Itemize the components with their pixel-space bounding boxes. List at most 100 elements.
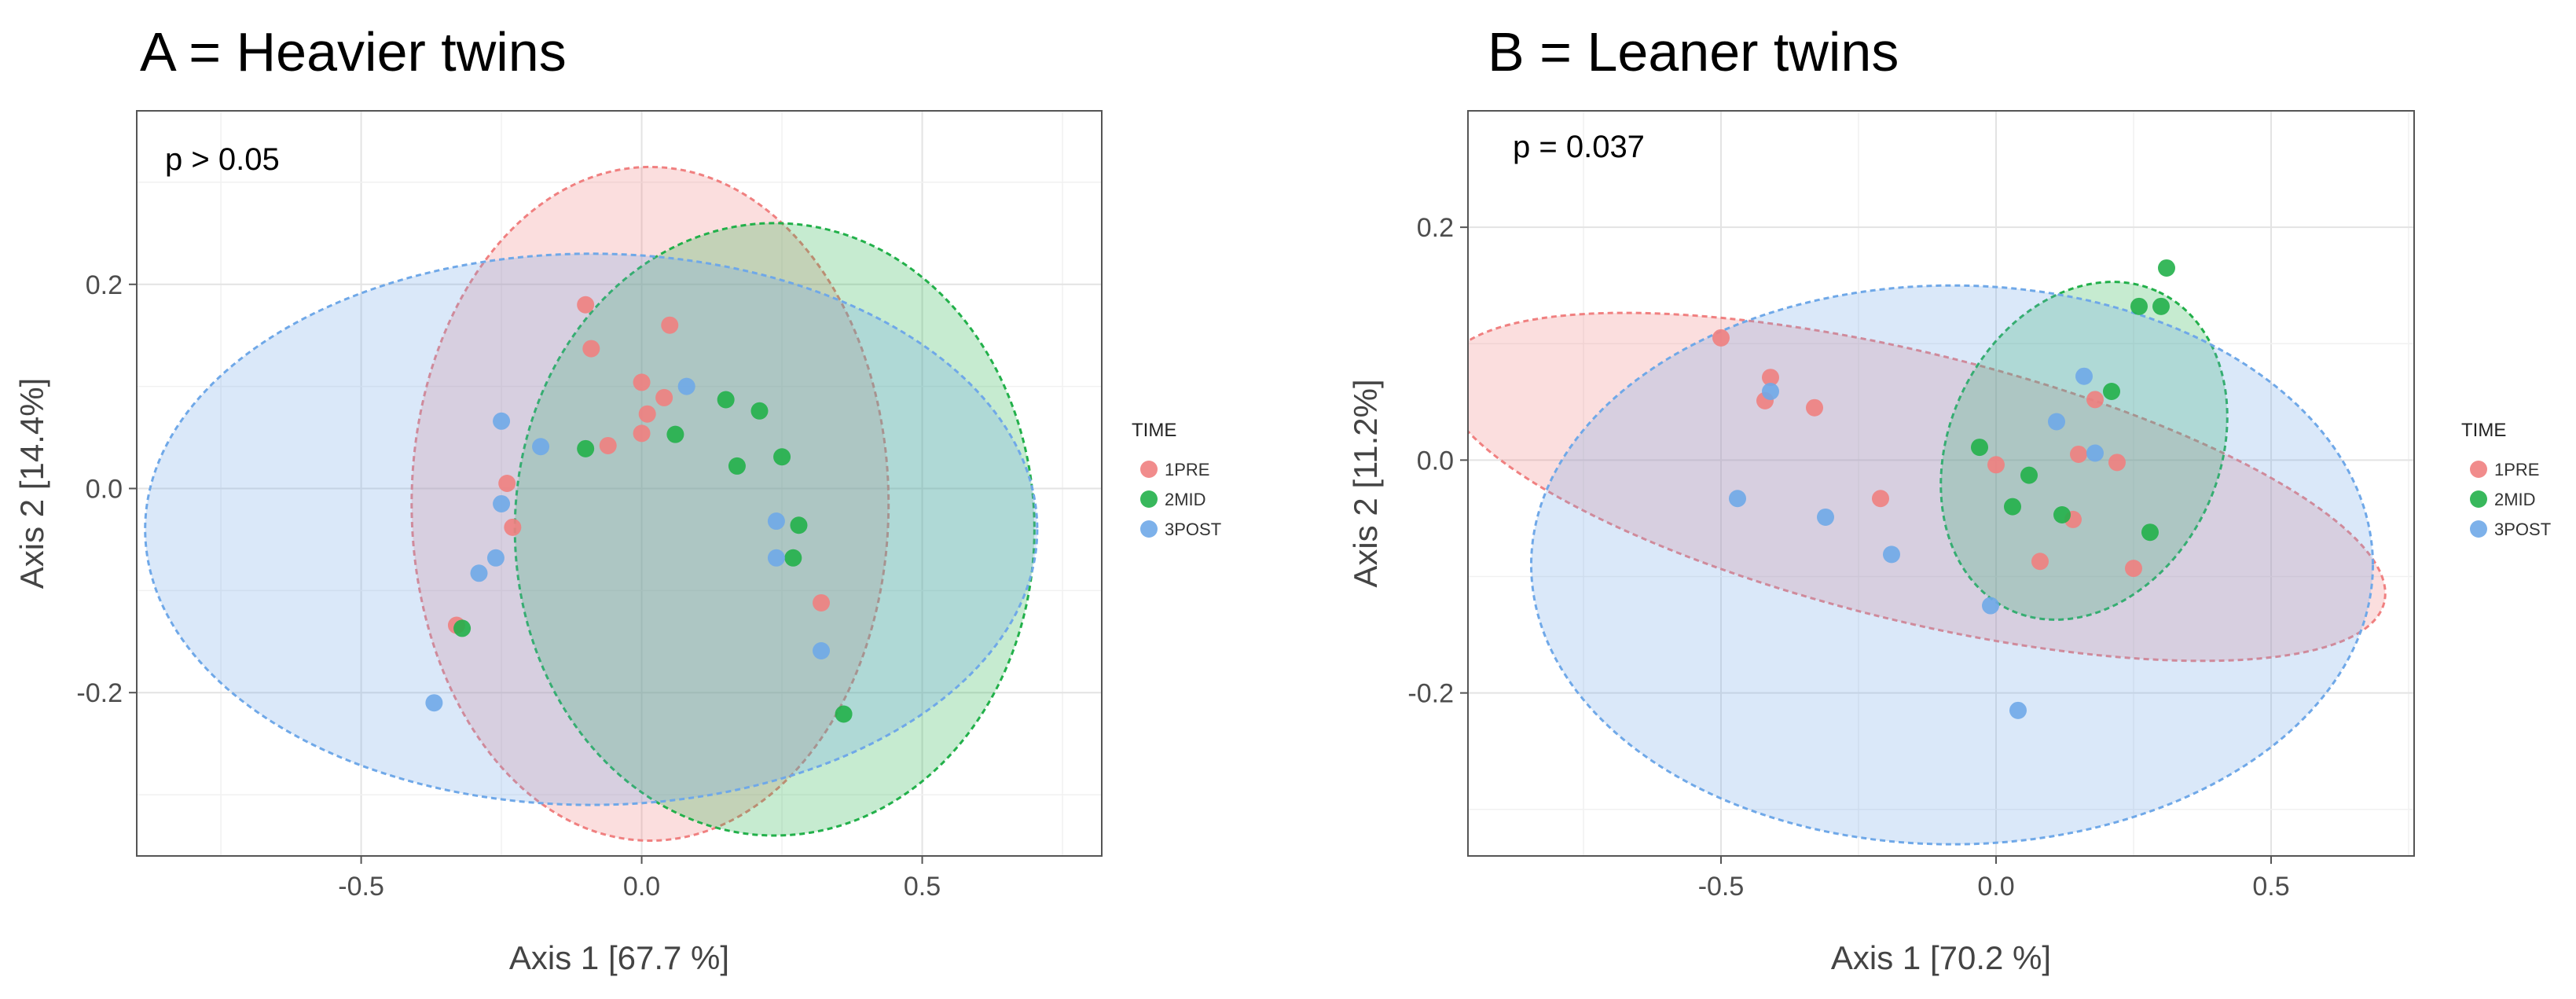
point-3post bbox=[1883, 545, 1900, 564]
point-1pre bbox=[638, 405, 656, 423]
point-1pre bbox=[599, 436, 617, 454]
point-2mid bbox=[750, 402, 769, 420]
point-2mid bbox=[453, 619, 472, 637]
significance-annotation: p = 0.037 bbox=[1513, 130, 1645, 164]
point-1pre bbox=[633, 424, 651, 443]
point-2mid bbox=[2152, 297, 2170, 315]
point-3post bbox=[2086, 444, 2104, 462]
point-3post bbox=[486, 549, 505, 567]
y-tick-label: 0.2 bbox=[1417, 213, 1454, 243]
x-tick-label: 0.5 bbox=[2252, 872, 2289, 902]
legend-key-3post bbox=[2470, 520, 2487, 538]
y-tick-label: -0.2 bbox=[1407, 679, 1454, 709]
point-3post bbox=[1762, 382, 1779, 400]
point-3post bbox=[532, 438, 550, 456]
point-3post bbox=[493, 412, 511, 430]
plot-frame bbox=[136, 110, 1103, 857]
y-tick-label: 0.0 bbox=[86, 474, 123, 504]
point-3post bbox=[1729, 490, 1746, 508]
point-2mid bbox=[2020, 466, 2038, 484]
point-1pre bbox=[2070, 445, 2087, 463]
legend-title: TIME bbox=[2461, 420, 2506, 441]
legend-key-1pre bbox=[2470, 461, 2487, 478]
point-3post bbox=[767, 549, 785, 567]
x-axis-label: Axis 1 [67.7 %] bbox=[509, 939, 729, 976]
point-2mid bbox=[577, 439, 595, 457]
x-tick-label: 0.5 bbox=[904, 872, 941, 902]
point-2mid bbox=[717, 391, 735, 409]
point-2mid bbox=[835, 705, 853, 723]
legend-key-3post bbox=[1140, 520, 1158, 538]
plot-background bbox=[137, 111, 1102, 856]
point-1pre bbox=[2031, 553, 2049, 571]
point-1pre bbox=[2086, 391, 2104, 409]
legend-key-2mid bbox=[1140, 490, 1158, 508]
legend-label: 3POST bbox=[2494, 520, 2551, 539]
chart-title: B = Leaner twins bbox=[1488, 21, 1899, 83]
y-tick-label: 0.2 bbox=[86, 270, 123, 300]
ellipse-3post bbox=[144, 252, 1039, 806]
data-points bbox=[1712, 259, 2175, 719]
point-3post bbox=[470, 564, 488, 582]
point-3post bbox=[2075, 367, 2093, 385]
x-tick-label: -0.5 bbox=[1698, 872, 1745, 902]
point-1pre bbox=[1762, 369, 1779, 387]
legend-label: 3POST bbox=[1165, 520, 1221, 539]
chart-title: A = Heavier twins bbox=[140, 21, 567, 83]
point-1pre bbox=[2125, 560, 2142, 578]
point-3post bbox=[425, 694, 443, 712]
legend-label: 2MID bbox=[2494, 490, 2536, 509]
y-tick-label: -0.2 bbox=[76, 678, 123, 708]
point-2mid bbox=[2141, 523, 2159, 542]
legend-key-1pre bbox=[1140, 461, 1158, 478]
point-1pre bbox=[2108, 454, 2126, 472]
point-1pre bbox=[1712, 329, 1730, 347]
x-axis-label: Axis 1 [70.2 %] bbox=[1831, 939, 2051, 976]
plot-frame bbox=[1467, 110, 2415, 857]
panel-heavier-twins: A = Heavier twins -0.5 0.0 0.5 -0.2 0.0 0.2 p… bbox=[13, 21, 1221, 976]
point-1pre bbox=[813, 593, 831, 612]
panel-leaner-twins: B = Leaner twins -0.5 0.0 0.5 -0.2 0.0 0.2 p … bbox=[1347, 21, 2551, 976]
legend-label: 2MID bbox=[1165, 490, 1206, 509]
point-2mid bbox=[728, 457, 746, 475]
point-1pre bbox=[661, 316, 679, 334]
point-2mid bbox=[773, 448, 791, 466]
significance-annotation: p > 0.05 bbox=[165, 142, 280, 177]
point-1pre bbox=[1987, 456, 2005, 474]
point-2mid bbox=[2158, 259, 2175, 277]
point-3post bbox=[1982, 597, 1999, 615]
legend-label: 1PRE bbox=[2494, 460, 2539, 479]
grid-lines bbox=[137, 111, 1102, 856]
axis-ticks: -0.5 0.0 0.5 -0.2 0.0 0.2 bbox=[76, 270, 941, 902]
point-2mid bbox=[784, 549, 802, 567]
x-tick-label: -0.5 bbox=[338, 872, 384, 902]
legend-key-2mid bbox=[2470, 490, 2487, 508]
point-1pre bbox=[633, 373, 651, 391]
x-tick-label: 0.0 bbox=[623, 872, 660, 902]
plot-background bbox=[1468, 111, 2414, 856]
legend: TIME 1PRE 2MID 3POST bbox=[2461, 420, 2551, 539]
point-2mid bbox=[666, 425, 684, 443]
point-2mid bbox=[2103, 382, 2120, 400]
point-2mid bbox=[2130, 297, 2148, 315]
point-3post bbox=[493, 494, 511, 512]
y-axis-label: Axis 2 [14.4%] bbox=[13, 378, 50, 589]
axis-ticks: -0.5 0.0 0.5 -0.2 0.0 0.2 bbox=[1407, 213, 2289, 902]
point-3post bbox=[1817, 508, 1834, 526]
point-3post bbox=[677, 377, 695, 395]
point-2mid bbox=[2004, 498, 2021, 516]
ellipse-3post bbox=[1530, 284, 2374, 846]
point-2mid bbox=[2053, 505, 2071, 523]
point-1pre bbox=[1872, 490, 1889, 508]
legend: TIME 1PRE 2MID 3POST bbox=[1132, 420, 1221, 539]
point-2mid bbox=[1971, 439, 1988, 457]
point-2mid bbox=[790, 516, 808, 534]
point-3post bbox=[2009, 701, 2027, 719]
point-1pre bbox=[577, 296, 595, 314]
point-3post bbox=[813, 641, 831, 659]
point-1pre bbox=[504, 518, 522, 536]
legend-title: TIME bbox=[1132, 420, 1176, 441]
point-1pre bbox=[655, 388, 673, 406]
x-tick-label: 0.0 bbox=[1977, 872, 2014, 902]
